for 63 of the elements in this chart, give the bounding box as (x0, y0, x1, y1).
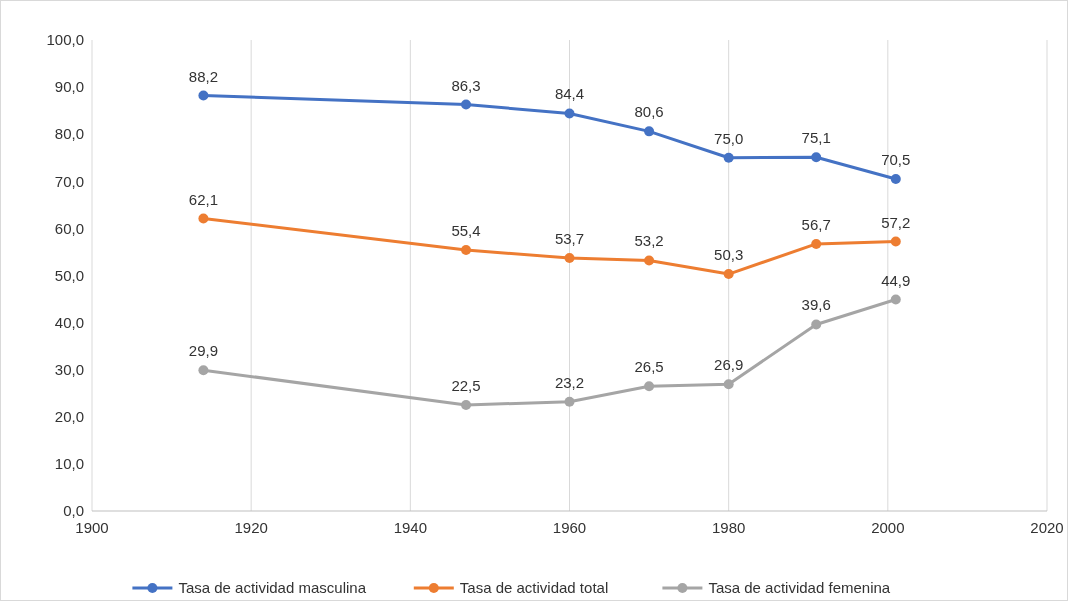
data-label: 50,3 (714, 246, 744, 264)
point (644, 126, 655, 137)
x-tick-label: 1920 (234, 519, 268, 536)
data-label: 55,4 (451, 222, 481, 240)
data-label: 53,2 (634, 232, 664, 250)
point (564, 253, 575, 264)
data-label: 53,7 (554, 230, 585, 248)
point (811, 238, 822, 249)
data-label: 75,0 (714, 129, 744, 147)
data-label: 22,5 (451, 377, 481, 395)
y-tick-label: 70,0 (54, 172, 84, 190)
y-tick-label: 60,0 (54, 219, 84, 237)
data-label: 86,3 (451, 76, 481, 94)
y-tick-label: 50,0 (54, 266, 84, 284)
point (198, 213, 209, 224)
data-label: 56,7 (801, 215, 831, 233)
point (811, 319, 822, 330)
data-label: 39,6 (801, 296, 831, 314)
x-tick-label: 2000 (871, 519, 905, 536)
data-label: 44,9 (881, 271, 911, 289)
point (890, 173, 901, 184)
point (198, 90, 209, 101)
data-label: 84,4 (554, 85, 585, 103)
point (890, 236, 901, 247)
y-tick-label: 0,0 (63, 502, 84, 520)
point (198, 365, 209, 376)
x-tick-label: 1900 (75, 519, 109, 536)
point (461, 99, 472, 110)
point (811, 152, 822, 163)
data-label: 29,9 (188, 342, 219, 360)
y-tick-label: 80,0 (54, 125, 84, 143)
data-label: 57,2 (881, 213, 911, 231)
point (644, 381, 655, 392)
y-tick-label: 20,0 (54, 408, 84, 426)
legend-label: Tasa de actividad femenina (708, 579, 891, 597)
y-tick-label: 10,0 (54, 455, 84, 473)
x-tick-label: 1960 (552, 519, 587, 536)
y-tick-label: 30,0 (54, 360, 84, 378)
x-tick-label: 2020 (1030, 519, 1064, 536)
y-tick-label: 40,0 (54, 313, 84, 331)
data-label: 23,2 (554, 373, 585, 391)
legend-label: Tasa de actividad masculina (178, 579, 367, 597)
point (644, 255, 655, 266)
x-tick-label: 1980 (711, 519, 746, 536)
data-label: 26,9 (714, 356, 744, 374)
y-tick-label: 100,0 (46, 31, 84, 49)
data-label: 26,5 (634, 358, 664, 376)
point (723, 152, 734, 163)
point (564, 108, 575, 119)
point (890, 294, 901, 305)
data-label: 88,2 (188, 67, 219, 85)
legend-label: Tasa de actividad total (459, 579, 609, 597)
data-label: 62,1 (188, 190, 219, 208)
y-tick-label: 90,0 (54, 78, 84, 96)
data-label: 75,1 (801, 129, 831, 147)
point (723, 269, 734, 280)
data-label: 80,6 (634, 103, 664, 121)
point (564, 396, 575, 407)
point (461, 245, 472, 256)
point (461, 400, 472, 411)
point (723, 379, 734, 390)
data-label: 70,5 (881, 150, 911, 168)
x-tick-label: 1940 (393, 519, 428, 536)
